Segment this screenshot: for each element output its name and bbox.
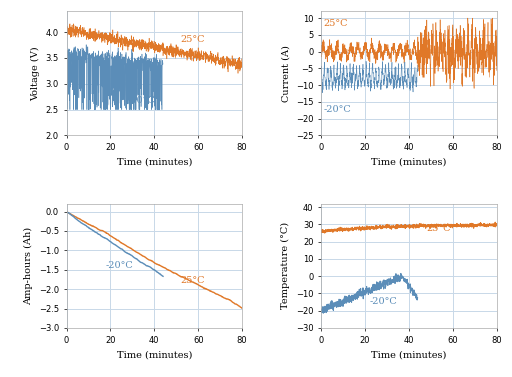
Text: 25°C: 25°C — [181, 276, 205, 285]
Text: 25°C: 25°C — [426, 224, 451, 233]
Y-axis label: Amp-hours (Ah): Amp-hours (Ah) — [24, 227, 33, 305]
X-axis label: Time (minutes): Time (minutes) — [117, 350, 192, 359]
Text: 25°C: 25°C — [181, 35, 205, 44]
Text: -20°C: -20°C — [323, 105, 351, 114]
Y-axis label: Current (A): Current (A) — [282, 45, 290, 102]
Y-axis label: Temperature (°C): Temperature (°C) — [281, 222, 290, 310]
X-axis label: Time (minutes): Time (minutes) — [371, 350, 446, 359]
Text: -20°C: -20°C — [106, 261, 134, 270]
X-axis label: Time (minutes): Time (minutes) — [117, 158, 192, 167]
X-axis label: Time (minutes): Time (minutes) — [371, 158, 446, 167]
Y-axis label: Voltage (V): Voltage (V) — [31, 46, 40, 101]
Text: 25°C: 25°C — [323, 19, 348, 28]
Text: -20°C: -20°C — [128, 97, 156, 106]
Text: -20°C: -20°C — [369, 297, 397, 306]
